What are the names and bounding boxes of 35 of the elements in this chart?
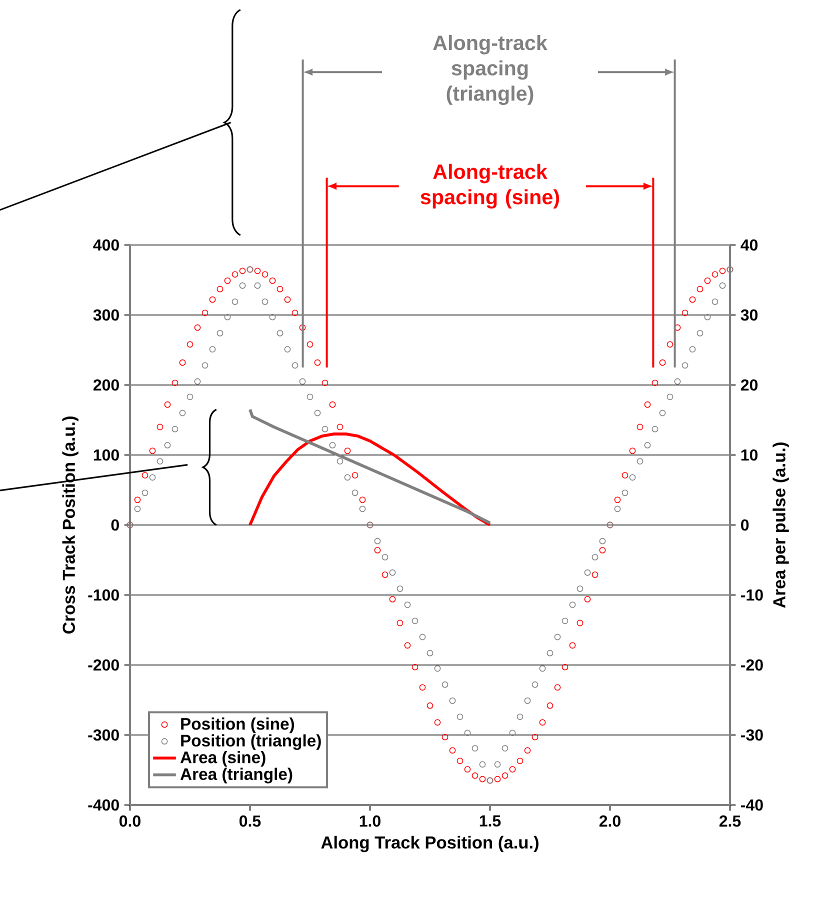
text: Along-track spacing (sine)	[420, 164, 560, 209]
x-tick-label: 2.5	[719, 815, 741, 827]
x-tick-label: 1.5	[480, 815, 501, 827]
y-tick-label: 0	[111, 519, 119, 531]
y2-tick-label: 30	[740, 309, 758, 321]
legend-label: Area (sine)	[180, 751, 266, 767]
y-tick-label: 400	[93, 239, 119, 251]
y2-tick-label: 0	[741, 519, 749, 531]
y2-tick-label: -20	[741, 659, 763, 671]
legend-label: Position (triangle)	[181, 734, 321, 750]
x-tick-label: 2.0	[599, 815, 620, 827]
y-tick-label: -400	[88, 799, 119, 811]
y-tick-label: 300	[93, 309, 119, 321]
line-series	[248, 408, 492, 524]
x-tick-label: 1.0	[360, 815, 380, 827]
y2-tick-label: -30	[741, 729, 763, 741]
y-tick-label: 100	[94, 449, 119, 461]
legend-label: Position (sine)	[181, 718, 294, 734]
x-axis-title: Along Track Position (a.u.)	[321, 836, 538, 852]
y2-tick-label: -10	[741, 589, 763, 601]
legend-label: Area (triangle)	[180, 768, 292, 784]
y-tick-label: 200	[93, 379, 119, 391]
y2-axis-title: Area per pulse (a.u.)	[772, 442, 789, 608]
x-tick-label: 0.5	[240, 815, 261, 827]
y2-tick-label: 40	[740, 239, 758, 251]
line-series	[248, 432, 492, 526]
y2-tick-label: 20	[740, 379, 758, 391]
y2-tick-label: -40	[741, 799, 763, 811]
y-tick-label: -300	[88, 729, 119, 741]
y-axis-title: Cross Track Position (a.u.)	[62, 416, 78, 634]
y-tick-label: -100	[88, 589, 119, 601]
x-tick-label: 0.0	[120, 815, 140, 827]
y-tick-label: -200	[88, 659, 119, 671]
y2-tick-label: 10	[741, 449, 758, 461]
text: Along-track spacing (triangle)	[433, 34, 548, 105]
